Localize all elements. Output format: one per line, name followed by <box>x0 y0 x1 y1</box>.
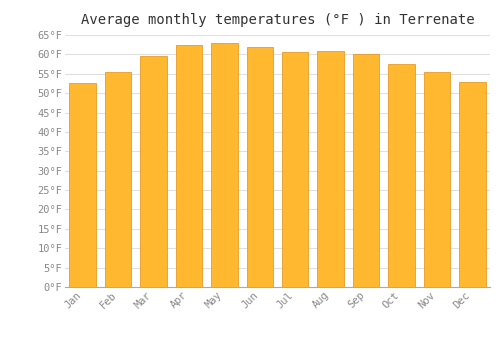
Bar <box>353 54 380 287</box>
Bar <box>105 72 132 287</box>
Bar <box>140 56 167 287</box>
Title: Average monthly temperatures (°F ) in Terrenate: Average monthly temperatures (°F ) in Te… <box>80 13 474 27</box>
Bar <box>211 43 238 287</box>
Bar <box>282 52 308 287</box>
Bar <box>176 45 202 287</box>
Bar <box>459 82 485 287</box>
Bar <box>388 64 414 287</box>
Bar <box>70 83 96 287</box>
Bar <box>424 72 450 287</box>
Bar <box>246 47 273 287</box>
Bar <box>318 50 344 287</box>
